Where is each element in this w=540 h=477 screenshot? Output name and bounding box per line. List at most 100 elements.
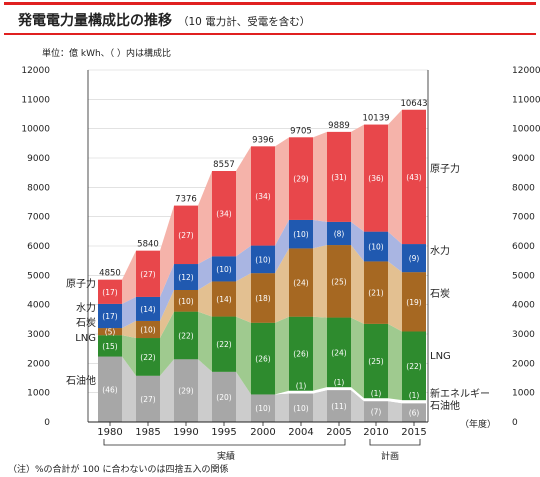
bar-segment bbox=[364, 323, 388, 399]
bar-segment bbox=[251, 245, 275, 274]
y-tick-label-left: 12000 bbox=[21, 66, 50, 76]
x-tick-label: 1990 bbox=[173, 427, 198, 438]
bar-segment bbox=[174, 359, 198, 422]
bar-segment bbox=[402, 400, 426, 404]
bar-segment bbox=[327, 390, 351, 422]
segment-label: (1) bbox=[296, 382, 307, 391]
series-label-right: 原子力 bbox=[430, 162, 460, 175]
segment-label: (10) bbox=[255, 255, 270, 264]
segment-label: (29) bbox=[178, 387, 193, 396]
y-tick-label-right: 4000 bbox=[512, 301, 535, 311]
segment-label: (8) bbox=[334, 229, 345, 238]
header-top-rule bbox=[4, 2, 536, 5]
unit-note: 単位：億 kWh、（ ）内は構成比 bbox=[42, 47, 171, 59]
total-label: 7376 bbox=[175, 195, 197, 205]
segment-label: (18) bbox=[255, 294, 270, 303]
total-label: 5840 bbox=[137, 240, 159, 250]
y-tick-label-right: 1000 bbox=[512, 389, 535, 399]
x-tick-label: 1980 bbox=[97, 427, 122, 438]
y-tick-label-left: 6000 bbox=[27, 242, 50, 252]
x-tick-label: 1985 bbox=[135, 427, 160, 438]
bar-segment bbox=[327, 131, 351, 222]
total-label: 10139 bbox=[362, 114, 389, 124]
segment-label: (31) bbox=[331, 173, 346, 182]
segment-label: (29) bbox=[293, 175, 308, 184]
bar-segment bbox=[251, 273, 275, 323]
chart-subtitle: （10 電力計、受電を含む） bbox=[178, 15, 310, 28]
segment-label: (26) bbox=[293, 350, 308, 359]
x-tick-label: 2004 bbox=[288, 427, 313, 438]
segment-label: (5) bbox=[105, 328, 116, 337]
bar-segment bbox=[251, 394, 275, 422]
segment-label: (10) bbox=[255, 404, 270, 413]
y-tick-label-left: 9000 bbox=[27, 154, 50, 164]
bar-segment bbox=[251, 322, 275, 395]
bar-segment bbox=[364, 124, 388, 232]
series-label-left: 水力 bbox=[76, 301, 96, 314]
segment-label: (10) bbox=[293, 404, 308, 413]
y-tick-label-left: 3000 bbox=[27, 330, 50, 340]
y-tick-label-right: 7000 bbox=[512, 213, 535, 223]
segment-labels: (46) (27) (29) (20) (10) (10) (11) (7) (6) (1) (1)… bbox=[102, 173, 421, 418]
segment-label: (25) bbox=[368, 357, 383, 366]
bar-segment bbox=[98, 356, 122, 422]
group-label-plan: 計画 bbox=[381, 450, 399, 462]
y-tick-label-left: 2000 bbox=[27, 359, 50, 369]
total-labels: 4850 5840 7376 8557 9396 9705 9889 10139 10643 bbox=[99, 99, 427, 279]
bar-segment bbox=[251, 146, 275, 246]
bar-segment bbox=[174, 205, 198, 265]
segment-label: (25) bbox=[331, 277, 346, 286]
bar-segment bbox=[98, 335, 122, 357]
series-label-right: 石炭 bbox=[430, 288, 450, 300]
series-label-right: 新エネルギー bbox=[430, 387, 490, 400]
bar-segment bbox=[174, 290, 198, 312]
series-label-right: 石油他 bbox=[430, 399, 460, 412]
y-tick-label-left: 1000 bbox=[27, 389, 50, 399]
y-tick-label-right: 8000 bbox=[512, 183, 535, 193]
y-tick-label-left: 7000 bbox=[27, 213, 50, 223]
segment-label: (22) bbox=[178, 331, 193, 340]
segment-label: (12) bbox=[178, 273, 193, 282]
segment-label: (22) bbox=[216, 340, 231, 349]
x-tick-label: 1995 bbox=[211, 427, 236, 438]
bar-segment bbox=[174, 311, 198, 360]
segment-label: (14) bbox=[216, 295, 231, 304]
x-tick-label: 2015 bbox=[401, 427, 426, 438]
segment-label: (21) bbox=[368, 289, 383, 298]
header-bottom-rule bbox=[4, 33, 536, 35]
y-tick-label-left: 4000 bbox=[27, 301, 50, 311]
segment-label: (17) bbox=[102, 288, 117, 297]
segment-label: (36) bbox=[368, 174, 383, 183]
axes: 0 0 1000 1000 2000 2000 3000 3000 4000 4000 5000 50… bbox=[21, 66, 540, 446]
total-label: 8557 bbox=[213, 160, 235, 170]
segment-label: (6) bbox=[409, 409, 420, 418]
bar-segment bbox=[98, 303, 122, 329]
y-tick-label-right: 10000 bbox=[512, 125, 540, 135]
y-tick-label-right: 6000 bbox=[512, 242, 535, 252]
segment-label: (10) bbox=[293, 230, 308, 239]
bar-segment bbox=[327, 317, 351, 388]
segment-label: (22) bbox=[140, 353, 155, 362]
bar-segment bbox=[289, 316, 313, 391]
segment-label: (43) bbox=[406, 173, 421, 182]
bar-segment bbox=[364, 398, 388, 402]
y-tick-label-left: 5000 bbox=[27, 271, 50, 281]
bar-segment bbox=[327, 221, 351, 246]
segment-label: (27) bbox=[178, 231, 193, 240]
y-tick-label-left: 10000 bbox=[21, 125, 50, 135]
x-tick-label: 2010 bbox=[363, 427, 388, 438]
segment-label: (10) bbox=[368, 243, 383, 252]
y-tick-label-left: 0 bbox=[44, 418, 50, 428]
segment-label: (20) bbox=[216, 393, 231, 402]
segment-label: (15) bbox=[102, 342, 117, 351]
bar-segment bbox=[289, 390, 313, 394]
bar-segment bbox=[212, 281, 236, 317]
bar-segment bbox=[402, 403, 426, 422]
segment-label: (10) bbox=[216, 265, 231, 274]
bar-segment bbox=[402, 109, 426, 245]
bar-segment bbox=[364, 401, 388, 422]
segment-label: (10) bbox=[178, 297, 193, 306]
bar-segment bbox=[289, 137, 313, 220]
